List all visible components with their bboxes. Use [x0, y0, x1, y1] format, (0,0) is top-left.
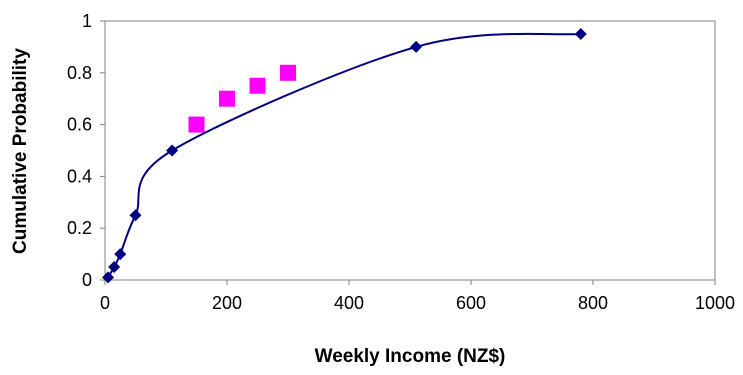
series-1-diamond-point [114, 248, 127, 261]
series-1-diamond-point [102, 271, 115, 284]
y-tick-label: 1 [82, 11, 92, 31]
y-tick-label: 0 [82, 270, 92, 290]
series-1-diamond-point [108, 261, 121, 274]
plot-area [104, 20, 716, 281]
series-2-square-point [219, 90, 235, 107]
y-axis-title: Cumulative Probability [10, 48, 31, 254]
series-1-diamond-point [574, 27, 587, 40]
y-axis-ticks: 0 0.2 0.4 0.6 0.8 1 [67, 11, 105, 290]
data-points [102, 27, 587, 284]
series-1-diamond-point [166, 144, 179, 157]
series-1-diamond-point [410, 40, 423, 53]
y-tick-label: 0.4 [67, 166, 92, 186]
x-axis-title: Weekly Income (NZ$) [315, 346, 506, 367]
x-tick-label: 800 [578, 293, 608, 313]
x-tick-label: 600 [456, 293, 486, 313]
series-2-square-point [188, 116, 205, 133]
series-2-square-point [249, 77, 266, 94]
series-1-diamond-point [129, 209, 142, 222]
x-axis-ticks: 0 200 400 600 800 1000 [100, 280, 735, 313]
y-tick-label: 0.2 [67, 218, 92, 238]
x-tick-label: 200 [212, 293, 242, 313]
series-2-square-point [280, 64, 296, 81]
y-tick-label: 0.6 [67, 115, 92, 135]
y-tick-label: 0.8 [67, 63, 92, 83]
x-tick-label: 1000 [695, 293, 735, 313]
x-tick-label: 0 [100, 293, 110, 313]
x-tick-label: 400 [334, 293, 364, 313]
